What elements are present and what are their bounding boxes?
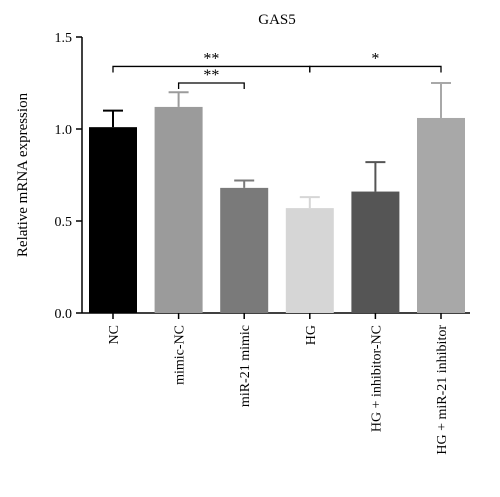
bar <box>285 208 334 313</box>
y-axis: 0.0 0.5 1.0 1.5 <box>55 31 83 322</box>
significance-bracket <box>177 82 245 89</box>
significance-label: ** <box>203 50 219 67</box>
bar <box>220 187 269 313</box>
x-axis: NC mimic-NC miR-21 mimic HG HG + inhibitor-N… <box>82 312 470 455</box>
significance-brackets: ***** <box>112 50 442 89</box>
y-tick-label: 1.5 <box>55 31 73 46</box>
bar <box>417 117 465 314</box>
x-tick-label: NC <box>107 325 122 344</box>
significance-bracket <box>309 65 442 73</box>
significance-label: * <box>371 50 379 67</box>
bar <box>154 106 203 313</box>
x-tick-label: mimic-NC <box>173 325 188 385</box>
x-tick-label: HG <box>304 325 319 345</box>
x-tick-label: miR-21 mimic <box>238 325 253 407</box>
y-tick-label: 1.0 <box>55 123 73 138</box>
x-tick-label: HG + miR-21 inhibitor <box>435 325 450 455</box>
bars <box>89 106 465 314</box>
y-tick-label: 0.0 <box>55 307 73 322</box>
significance-label: ** <box>203 67 219 84</box>
y-tick-label: 0.5 <box>55 215 73 230</box>
error-bars <box>103 82 451 209</box>
bar <box>89 127 137 313</box>
bar <box>351 191 400 313</box>
y-axis-label: Relative mRNA expression <box>15 92 31 257</box>
chart-title: GAS5 <box>258 12 296 28</box>
x-tick-label: HG + inhibitor-NC <box>369 325 384 432</box>
